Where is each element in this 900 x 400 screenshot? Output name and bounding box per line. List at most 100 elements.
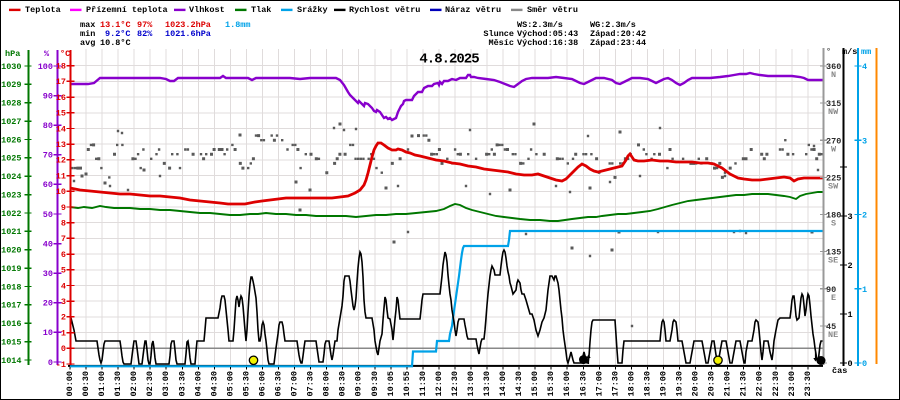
svg-text:1014: 1014 <box>1 356 21 366</box>
svg-text:17:00: 17:00 <box>594 371 604 397</box>
svg-text:04:00: 04:00 <box>193 371 203 397</box>
svg-text:08:00: 08:00 <box>322 371 332 397</box>
svg-text:02:30: 02:30 <box>145 371 155 397</box>
svg-text:17:30: 17:30 <box>610 371 620 397</box>
svg-text:Měsíc: Měsíc <box>488 38 514 48</box>
svg-text:10:55: 10:55 <box>402 371 412 397</box>
svg-text:Teplota: Teplota <box>25 5 61 15</box>
svg-text:°C: °C <box>60 49 70 59</box>
svg-text:m/s: m/s <box>842 47 857 57</box>
svg-text:225: 225 <box>826 173 841 183</box>
svg-text:15:30: 15:30 <box>546 371 556 397</box>
svg-text:90: 90 <box>43 91 53 101</box>
svg-text:1021.6hPa: 1021.6hPa <box>165 29 211 39</box>
svg-text:Náraz větru: Náraz větru <box>445 5 501 15</box>
svg-text:14:00: 14:00 <box>498 371 508 397</box>
svg-text:Směr větru: Směr větru <box>527 5 578 15</box>
svg-text:22:30: 22:30 <box>771 371 781 397</box>
svg-text:1024: 1024 <box>1 172 21 182</box>
svg-text:23:30: 23:30 <box>803 371 813 397</box>
svg-text:0: 0 <box>61 344 66 354</box>
svg-text:hPa: hPa <box>5 49 20 59</box>
svg-text:12: 12 <box>56 156 66 166</box>
svg-text:4: 4 <box>862 62 867 72</box>
svg-text:19:00: 19:00 <box>659 371 669 397</box>
svg-text:1017: 1017 <box>1 301 21 311</box>
svg-text:09:30: 09:30 <box>370 371 380 397</box>
svg-text:NE: NE <box>828 330 838 340</box>
svg-text:1026: 1026 <box>1 135 21 145</box>
svg-text:60: 60 <box>43 180 53 190</box>
svg-text:1020: 1020 <box>1 246 21 256</box>
svg-text:03:30: 03:30 <box>177 371 187 397</box>
svg-text:30: 30 <box>43 269 53 279</box>
svg-text:315: 315 <box>826 99 841 109</box>
svg-text:12:00: 12:00 <box>434 371 444 397</box>
svg-text:N: N <box>831 70 836 80</box>
svg-text:1: 1 <box>862 285 867 295</box>
svg-text:07:30: 07:30 <box>306 371 316 397</box>
svg-text:SE: SE <box>828 256 838 266</box>
svg-text:14: 14 <box>56 124 66 134</box>
svg-text:%: % <box>44 49 50 59</box>
svg-text:20:00: 20:00 <box>691 371 701 397</box>
svg-text:9: 9 <box>61 203 66 213</box>
svg-text:15:00: 15:00 <box>530 371 540 397</box>
svg-text:NW: NW <box>828 107 839 117</box>
svg-text:16:00: 16:00 <box>562 371 572 397</box>
svg-text:min: min <box>80 29 95 39</box>
svg-text:Západ:23:44: Západ:23:44 <box>590 38 646 48</box>
svg-text:Vlhkost: Vlhkost <box>189 5 225 15</box>
svg-text:09:00: 09:00 <box>354 371 364 397</box>
svg-text:2: 2 <box>61 313 66 323</box>
svg-text:1.8mm: 1.8mm <box>225 20 251 30</box>
svg-text:4.8.2025: 4.8.2025 <box>419 52 479 68</box>
svg-text:6: 6 <box>61 250 66 260</box>
svg-text:12:30: 12:30 <box>450 371 460 397</box>
svg-text:1022: 1022 <box>1 209 21 219</box>
svg-text:82%: 82% <box>137 29 153 39</box>
svg-text:W: W <box>831 144 837 154</box>
svg-text:10: 10 <box>43 328 53 338</box>
svg-text:1016: 1016 <box>1 319 21 329</box>
svg-text:Slunce: Slunce <box>483 29 514 39</box>
svg-text:WS:2.3m/s: WS:2.3m/s <box>517 20 563 30</box>
svg-text:70: 70 <box>43 151 53 161</box>
svg-text:01:00: 01:00 <box>97 371 107 397</box>
svg-text:23:00: 23:00 <box>787 371 797 397</box>
svg-text:3: 3 <box>862 136 867 146</box>
svg-text:avg: avg <box>80 38 95 48</box>
svg-text:1: 1 <box>61 328 66 338</box>
svg-text:SW: SW <box>828 181 839 191</box>
svg-text:40: 40 <box>43 239 53 249</box>
svg-text:S: S <box>831 219 836 229</box>
svg-text:21:30: 21:30 <box>739 371 749 397</box>
svg-text:04:30: 04:30 <box>209 371 219 397</box>
svg-text:3: 3 <box>61 297 66 307</box>
svg-text:max: max <box>80 20 95 30</box>
svg-text:Přízemní teplota: Přízemní teplota <box>86 5 168 15</box>
svg-text:180: 180 <box>826 211 841 221</box>
svg-text:06:00: 06:00 <box>258 371 268 397</box>
svg-text:1023.2hPa: 1023.2hPa <box>165 20 211 30</box>
svg-text:1029: 1029 <box>1 80 21 90</box>
svg-text:13:00: 13:00 <box>466 371 476 397</box>
svg-text:WG:2.3m/s: WG:2.3m/s <box>590 20 636 30</box>
svg-text:00:30: 00:30 <box>81 371 91 397</box>
svg-text:3: 3 <box>848 212 853 222</box>
svg-text:1021: 1021 <box>1 227 21 237</box>
svg-text:135: 135 <box>826 248 841 258</box>
svg-text:14:30: 14:30 <box>514 371 524 397</box>
svg-text:0: 0 <box>48 358 53 368</box>
svg-text:-1: -1 <box>56 360 66 370</box>
svg-text:8: 8 <box>61 219 66 229</box>
svg-text:16:30: 16:30 <box>578 371 588 397</box>
svg-text:16: 16 <box>56 93 66 103</box>
svg-text:18:00: 18:00 <box>626 371 636 397</box>
svg-text:2: 2 <box>862 211 867 221</box>
svg-text:360: 360 <box>826 62 841 72</box>
svg-text:9.2°C: 9.2°C <box>105 29 131 39</box>
svg-text:50: 50 <box>43 210 53 220</box>
svg-text:1015: 1015 <box>1 337 21 347</box>
svg-text:11:30: 11:30 <box>418 371 428 397</box>
